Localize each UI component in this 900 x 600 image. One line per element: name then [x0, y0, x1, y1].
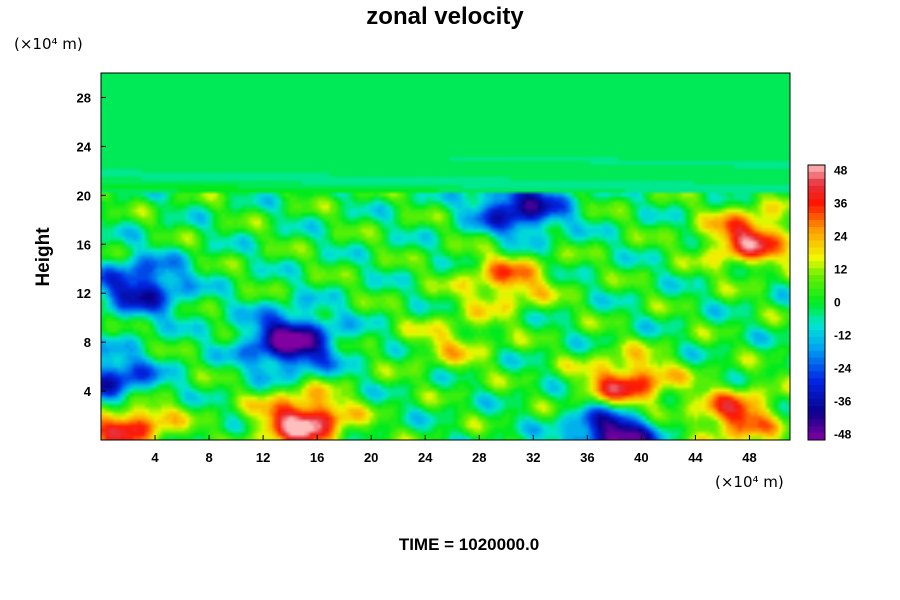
colorbar-segment: [808, 405, 825, 413]
colorbar-segment: [808, 364, 825, 372]
colorbar-tick-label: 0: [834, 296, 841, 310]
colorbar-tick-label: 36: [834, 197, 848, 211]
plot-area: [100, 72, 791, 441]
colorbar-tick-label: 48: [834, 164, 848, 178]
colorbar-segment: [808, 336, 825, 345]
x-tick-label: 48: [742, 450, 756, 465]
colorbar-tick-label: 24: [834, 230, 848, 244]
x-tick-label: 16: [310, 450, 324, 465]
colorbar-segment: [808, 247, 825, 255]
colorbar-segment: [808, 178, 825, 186]
chart-title: zonal velocity: [366, 3, 524, 30]
colorbar-segment: [808, 254, 825, 262]
colorbar-segment: [808, 309, 825, 317]
colorbar-ticks: 48 36 24 12 0 -12 -24 -36 -48: [834, 164, 852, 442]
y-tick-label: 4: [84, 384, 92, 399]
colorbar-segment: [808, 275, 825, 283]
colorbar-segment: [808, 288, 825, 296]
colorbar-segment: [808, 357, 825, 365]
x-tick-label: 20: [364, 450, 378, 465]
colorbar-segment: [808, 281, 825, 290]
y-tick-label: 8: [84, 335, 91, 350]
x-tick-label: 32: [526, 450, 540, 465]
time-caption: TIME = 1020000.0: [399, 535, 539, 554]
colorbar-segment: [808, 426, 825, 434]
colorbar-segment: [808, 398, 825, 406]
colorbar-segment: [808, 268, 825, 276]
colorbar-segment: [808, 385, 825, 393]
colorbar-segment: [808, 213, 825, 221]
colorbar-tick-label: 12: [834, 263, 848, 277]
colorbar-segment: [808, 412, 825, 420]
colorbar-segment: [808, 185, 825, 193]
colorbar-segment: [808, 350, 825, 358]
y-tick-label: 16: [77, 237, 91, 252]
colorbar-tick-label: -36: [834, 395, 852, 409]
colorbar-segment: [808, 206, 825, 214]
y-tick-label: 24: [77, 139, 92, 154]
colorbar-border: [807, 164, 826, 441]
velocity-field: [101, 73, 790, 440]
colorbar-segment: [808, 261, 825, 269]
colorbar-segment: [808, 330, 825, 338]
colorbar-segment: [808, 165, 825, 173]
y-unit-label: (×10⁴ m): [14, 35, 83, 53]
colorbar-segment: [808, 343, 825, 351]
colorbar-tick-label: -24: [834, 362, 852, 376]
x-tick-label: 36: [580, 450, 594, 465]
colorbar-tick-label: -48: [834, 428, 852, 442]
plot-border: [100, 72, 791, 441]
y-axis-ticks: 4 8 12 16 20 24 28: [77, 90, 106, 399]
y-axis-label: Height: [33, 227, 54, 287]
colorbar-segment: [808, 220, 825, 228]
y-tick-label: 12: [77, 286, 91, 301]
x-axis-ticks: 4 8 12 16 20 24 28 32 36 40 44 48: [151, 435, 757, 465]
colorbar-segment: [808, 192, 825, 200]
colorbar-segment: [808, 371, 825, 379]
colorbar-segment: [808, 171, 825, 180]
x-tick-label: 8: [205, 450, 212, 465]
colorbar-segment: [808, 316, 825, 324]
x-tick-label: 12: [256, 450, 270, 465]
colorbar: [807, 164, 826, 441]
colorbar-tick-label: -12: [834, 329, 852, 343]
colorbar-segment: [808, 419, 825, 427]
colorbar-segment: [808, 295, 825, 303]
colorbar-segment: [808, 302, 825, 310]
colorbar-segment: [808, 323, 825, 331]
y-tick-label: 28: [77, 90, 91, 105]
y-tick-label: 20: [77, 188, 91, 203]
colorbar-segment: [808, 433, 825, 441]
colorbar-segment: [808, 391, 825, 400]
x-tick-label: 28: [472, 450, 486, 465]
colorbar-segment: [808, 240, 825, 248]
colorbar-segment: [808, 233, 825, 241]
x-tick-label: 44: [688, 450, 703, 465]
x-tick-label: 24: [418, 450, 433, 465]
x-unit-label: (×10⁴ m): [715, 473, 784, 491]
colorbar-segment: [808, 199, 825, 207]
colorbar-segment: [808, 378, 825, 386]
x-tick-label: 4: [151, 450, 159, 465]
x-tick-label: 40: [634, 450, 648, 465]
colorbar-segment: [808, 226, 825, 235]
